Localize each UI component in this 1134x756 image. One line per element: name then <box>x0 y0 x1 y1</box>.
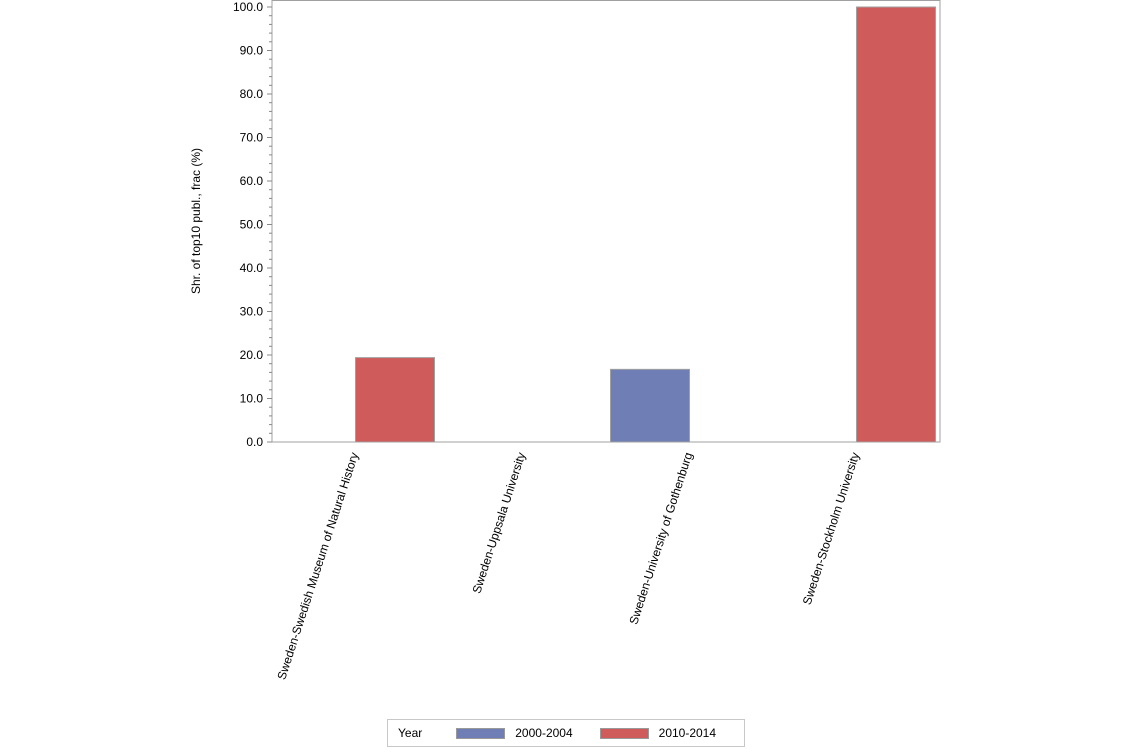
legend-label: 2010-2014 <box>658 726 717 740</box>
y-tick-label: 40.0 <box>240 261 264 275</box>
y-axis-label: Shr. of top10 publ., frac (%) <box>189 148 203 294</box>
y-tick-label: 90.0 <box>240 44 264 58</box>
x-category-label: Sweden-University of Gothenburg <box>626 451 695 627</box>
legend-label: 2000-2004 <box>515 726 573 740</box>
x-category-label: Sweden-Stockholm University <box>800 451 863 607</box>
legend: Year 2000-2004 2010-2014 <box>387 719 745 747</box>
bar-2010-2014-3 <box>856 6 936 443</box>
bar-chart: 0.0 10.0 20.0 30.0 40.0 50.0 60.0 70.0 80.0 90.0 1… <box>189 0 941 682</box>
y-tick-label: 60.0 <box>240 174 264 188</box>
legend-swatch-2000-2004 <box>456 727 506 739</box>
x-axis: Sweden-Swedish Museum of Natural History… <box>274 451 862 682</box>
plot-border <box>271 0 941 443</box>
y-tick-label: 80.0 <box>240 87 264 101</box>
y-tick-label: 70.0 <box>240 131 264 145</box>
y-tick-label: 20.0 <box>240 348 264 362</box>
y-axis: 0.0 10.0 20.0 30.0 40.0 50.0 60.0 70.0 80.0 90.0 1… <box>233 0 272 449</box>
plot-frame <box>271 0 941 443</box>
y-tick-label: 30.0 <box>240 305 264 319</box>
legend-item-2010-2014: 2010-2014 <box>599 726 717 740</box>
bar-2000-2004-2 <box>610 368 690 443</box>
legend-swatch-2010-2014 <box>599 727 649 739</box>
y-tick-label: 100.0 <box>233 0 263 14</box>
legend-title: Year <box>398 726 423 740</box>
bars <box>355 6 936 443</box>
y-tick-label: 50.0 <box>240 218 264 232</box>
legend-item-2000-2004: 2000-2004 <box>456 726 573 740</box>
y-tick-label: 0.0 <box>246 435 263 449</box>
x-category-label: Sweden-Uppsala University <box>469 451 528 596</box>
x-category-label: Sweden-Swedish Museum of Natural History <box>274 451 361 682</box>
y-tick-label: 10.0 <box>240 392 264 406</box>
bar-2010-2014-0 <box>355 357 435 443</box>
